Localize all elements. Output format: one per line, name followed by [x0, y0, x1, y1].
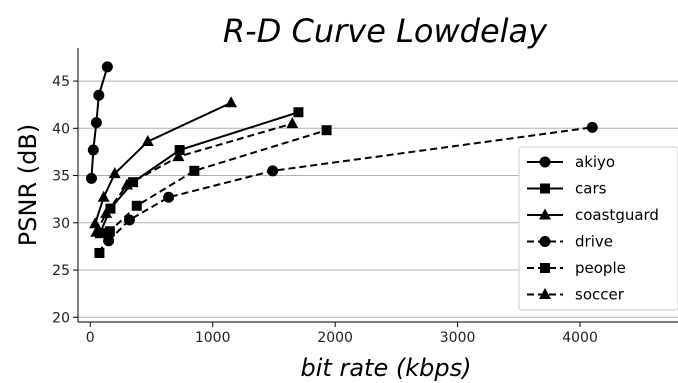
data-point-people	[131, 200, 142, 211]
data-point-drive	[163, 191, 175, 203]
data-point-coastguard	[108, 167, 121, 179]
data-point-soccer	[172, 150, 185, 162]
legend-label: people	[575, 259, 626, 277]
x-tick-label: 1000	[195, 330, 231, 346]
chart-title: R-D Curve Lowdelay	[223, 12, 548, 50]
data-point-coastguard	[141, 135, 154, 147]
legend-item-coastguard: coastguard	[527, 206, 659, 224]
x-tick-label: 0	[86, 330, 95, 346]
y-tick-label: 40	[52, 121, 70, 137]
legend-item-akiyo: akiyo	[527, 153, 615, 171]
legend-marker	[539, 236, 551, 247]
y-tick-label: 30	[52, 216, 70, 232]
series-akiyo	[85, 61, 113, 184]
y-tick-label: 20	[52, 310, 70, 326]
legend-marker	[540, 263, 550, 273]
y-tick-label: 25	[52, 263, 70, 279]
legend-item-people: people	[527, 259, 626, 277]
legend: akiyo cars coastguard drive people soccer	[518, 146, 678, 311]
data-point-cars	[128, 177, 139, 188]
plot-series	[85, 61, 598, 259]
x-tick-label: 4000	[562, 330, 598, 346]
data-point-coastguard	[89, 217, 102, 229]
data-point-coastguard	[97, 190, 110, 202]
legend-item-soccer: soccer	[527, 286, 625, 304]
data-point-people	[104, 226, 115, 237]
axes	[77, 48, 678, 323]
data-point-soccer	[100, 206, 113, 218]
data-point-drive	[267, 165, 279, 177]
series-drive	[103, 121, 598, 247]
legend-label: soccer	[575, 286, 625, 304]
y-tick-label: 45	[52, 74, 70, 90]
data-point-akiyo	[101, 61, 113, 73]
data-point-cars	[293, 107, 304, 118]
series-coastguard	[89, 96, 238, 229]
data-point-cars	[174, 145, 185, 156]
data-point-people	[321, 125, 332, 136]
data-point-soccer	[90, 225, 103, 237]
legend-marker	[539, 208, 551, 220]
legend-item-drive: drive	[527, 233, 613, 251]
x-axis-label: bit rate (kbps)	[301, 354, 472, 382]
legend-marker	[540, 183, 550, 194]
legend-item-cars: cars	[527, 180, 607, 198]
data-point-drive	[123, 214, 135, 226]
data-point-coastguard	[225, 96, 238, 108]
legend-marker	[539, 288, 551, 299]
y-tick-label: 35	[52, 169, 70, 185]
legend-label: drive	[575, 233, 613, 251]
x-tick-label: 3000	[440, 330, 476, 346]
data-point-akiyo	[87, 144, 99, 156]
data-point-drive	[586, 121, 598, 133]
data-point-akiyo	[85, 172, 97, 184]
ticks: 20 25 30 35 40 45 0 1000 2000 3000 4000	[52, 74, 598, 346]
series-line-drive	[107, 126, 593, 242]
legend-label: akiyo	[575, 153, 615, 171]
data-point-people	[189, 165, 200, 176]
data-point-people	[94, 248, 105, 259]
data-point-soccer	[286, 117, 299, 129]
legend-label: coastguard	[575, 206, 659, 224]
data-point-soccer	[120, 178, 133, 190]
legend-marker	[539, 156, 551, 168]
data-point-akiyo	[90, 117, 102, 129]
y-axis-label: PSNR (dB)	[14, 124, 42, 246]
series-line-coastguard	[94, 101, 232, 225]
x-tick-label: 2000	[317, 330, 353, 346]
legend-label: cars	[575, 180, 607, 198]
series-soccer	[90, 117, 299, 237]
series-line-people	[98, 129, 327, 254]
data-point-akiyo	[93, 89, 105, 101]
series-people	[94, 125, 332, 259]
